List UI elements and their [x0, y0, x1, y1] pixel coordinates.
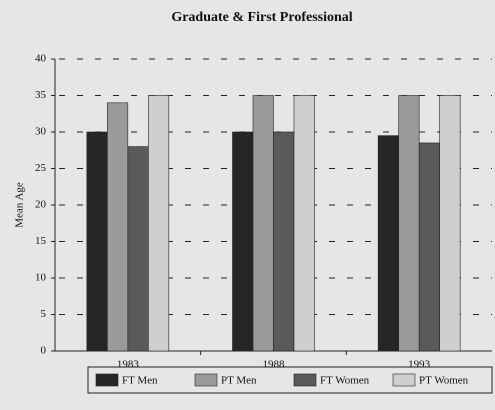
bar	[398, 95, 420, 352]
legend-swatch	[95, 373, 119, 387]
y-tick-label: 10	[35, 272, 47, 284]
y-tick-label: 35	[35, 89, 47, 101]
bar	[252, 95, 274, 352]
bar	[377, 135, 399, 352]
legend-box	[87, 366, 493, 394]
x-tick-label: 1988	[263, 359, 286, 371]
bar	[418, 142, 440, 352]
bar	[107, 102, 129, 352]
bar	[232, 131, 254, 352]
y-tick-label: 20	[35, 199, 47, 211]
legend-swatch	[392, 373, 416, 387]
legend-swatch	[194, 373, 218, 387]
bar	[439, 95, 461, 352]
bar	[273, 131, 295, 352]
y-tick-label: 30	[35, 126, 47, 138]
legend-swatch	[293, 373, 317, 387]
x-tick-label: 1983	[117, 359, 140, 371]
x-tick-label: 1993	[408, 359, 431, 371]
chart-title: Graduate & First Professional	[171, 10, 352, 25]
y-tick-label: 0	[41, 345, 47, 357]
bar	[148, 95, 170, 352]
legend-label: FT Men	[122, 375, 158, 387]
y-tick-label: 40	[35, 53, 47, 65]
y-tick-label: 5	[41, 308, 47, 320]
y-tick-label: 15	[35, 235, 47, 247]
legend-label: PT Men	[221, 375, 257, 387]
y-axis-label: Mean Age	[14, 182, 26, 228]
bar	[127, 146, 149, 352]
legend-label: PT Women	[419, 375, 469, 387]
bar	[293, 95, 315, 352]
bar	[86, 131, 108, 352]
legend-label: FT Women	[320, 375, 370, 387]
y-tick-label: 25	[35, 162, 47, 174]
